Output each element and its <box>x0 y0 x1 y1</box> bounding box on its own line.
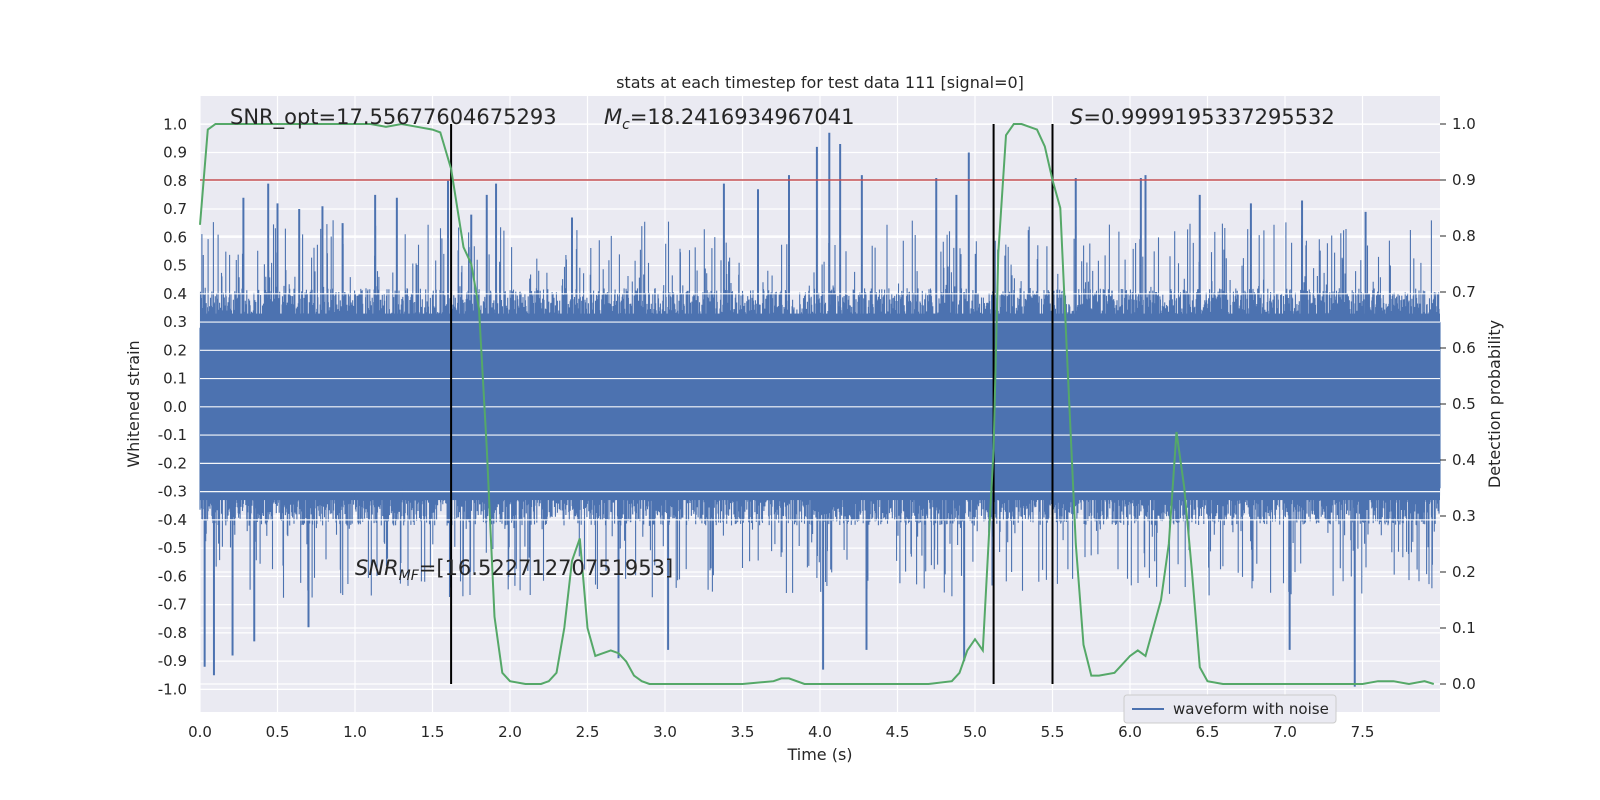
y-tick-label-right: 0.7 <box>1452 283 1476 301</box>
waveform-with-noise-series <box>199 132 1441 687</box>
x-tick-label: 3.0 <box>653 723 677 741</box>
x-tick-label: 4.0 <box>808 723 832 741</box>
mc-subscript: c <box>622 117 630 133</box>
mc-symbol: M <box>604 105 622 129</box>
y-tick-label-left: 0.5 <box>163 257 187 275</box>
detection-probability-line <box>199 122 1435 686</box>
y-tick-label-right: 0.9 <box>1452 171 1476 189</box>
y-tick-label-left: 1.0 <box>163 115 187 133</box>
y-tick-label-left: -0.2 <box>158 454 187 472</box>
x-tick-label: 0.0 <box>188 723 212 741</box>
vertical-markers <box>450 124 1054 684</box>
snr-mf-value: =[16.52271270751953] <box>419 556 673 580</box>
x-tick-label: 2.0 <box>498 723 522 741</box>
y-tick-label-right: 0.0 <box>1452 675 1476 693</box>
y-tick-label-left: -0.7 <box>158 596 187 614</box>
y-tick-label-left: 0.9 <box>163 144 187 162</box>
annotation-s: S=0.9999195337295532 <box>1070 105 1335 129</box>
x-tick-label: 3.5 <box>731 723 755 741</box>
snr-mf-subscript: MF <box>399 568 420 584</box>
y-tick-label-left: -0.1 <box>158 426 187 444</box>
x-tick-label: 1.5 <box>421 723 445 741</box>
y-tick-label-left: -0.9 <box>158 652 187 670</box>
mc-value: =18.2416934967041 <box>630 105 855 129</box>
y-tick-label-left: 0.1 <box>163 370 187 388</box>
legend-box <box>1123 694 1337 724</box>
x-ticks: 0.0 0.5 1.0 1.5 2.0 2.5 3.0 3.5 4.0 4.5 5.0 5.5 6.0 6… <box>188 723 1374 741</box>
y-tick-label-left: 0.4 <box>163 285 187 303</box>
x-tick-label: 1.0 <box>343 723 367 741</box>
y-tick-label-left: -1.0 <box>158 680 187 698</box>
y-tick-label-left: -0.4 <box>158 511 187 529</box>
x-tick-label: 5.5 <box>1041 723 1065 741</box>
y-tick-label-left: 0.6 <box>163 228 187 246</box>
y-tick-label-left: 0.0 <box>163 398 187 416</box>
y-tick-label-right: 1.0 <box>1452 115 1476 133</box>
y-tick-label-right: 0.2 <box>1452 563 1476 581</box>
s-value: =0.9999195337295532 <box>1083 105 1334 129</box>
annotation-snr-mf: SNRMF=[16.52271270751953] <box>355 556 673 584</box>
legend-entry-waveform: waveform with noise <box>1173 700 1329 718</box>
detection-probability-series <box>199 122 1435 686</box>
y-ticks-left: 1.0 0.9 0.8 0.7 0.6 0.5 0.4 0.3 0.2 0.1 0.0 -0.1 -0.… <box>158 115 187 698</box>
legend: waveform with noise <box>1123 694 1337 724</box>
x-tick-label: 6.5 <box>1196 723 1220 741</box>
y-axis-label-left: Whitened strain <box>124 340 143 467</box>
x-tick-label: 7.5 <box>1351 723 1375 741</box>
chart-title: stats at each timestep for test data 111… <box>616 73 1024 92</box>
y-tick-label-right: 0.1 <box>1452 619 1476 637</box>
x-tick-label: 2.5 <box>576 723 600 741</box>
y-tick-label-left: 0.3 <box>163 313 187 331</box>
y-tick-label-left: 0.8 <box>163 172 187 190</box>
annotation-snr-opt: SNR_opt=17.55677604675293 <box>230 105 557 130</box>
annotation-chirp-mass: Mc=18.2416934967041 <box>604 105 855 133</box>
y-tick-label-left: -0.3 <box>158 483 187 501</box>
y-tick-label-right: 0.3 <box>1452 507 1476 525</box>
y-tick-label-left: 0.2 <box>163 341 187 359</box>
y-tick-label-left: -0.8 <box>158 624 187 642</box>
x-tick-label: 0.5 <box>266 723 290 741</box>
x-axis-label: Time (s) <box>786 745 852 764</box>
x-tick-label: 6.0 <box>1118 723 1142 741</box>
y-tick-label-right: 0.8 <box>1452 227 1476 245</box>
y-tick-label-right: 0.4 <box>1452 451 1476 469</box>
s-symbol: S <box>1070 105 1083 129</box>
x-tick-label: 5.0 <box>963 723 987 741</box>
x-tick-label: 4.5 <box>886 723 910 741</box>
y-tick-label-left: 0.7 <box>163 200 187 218</box>
y-axis-label-right: Detection probability <box>1485 320 1504 488</box>
y-tick-label-left: -0.6 <box>158 567 187 585</box>
y-tick-label-right: 0.6 <box>1452 339 1476 357</box>
y-tick-label-right: 0.5 <box>1452 395 1476 413</box>
x-tick-label: 7.0 <box>1273 723 1297 741</box>
y-ticks-right: 1.0 0.9 0.8 0.7 0.6 0.5 0.4 0.3 0.2 0.1 0.0 <box>1440 115 1476 693</box>
snr-mf-symbol: SNR <box>355 556 399 580</box>
y-tick-label-left: -0.5 <box>158 539 187 557</box>
